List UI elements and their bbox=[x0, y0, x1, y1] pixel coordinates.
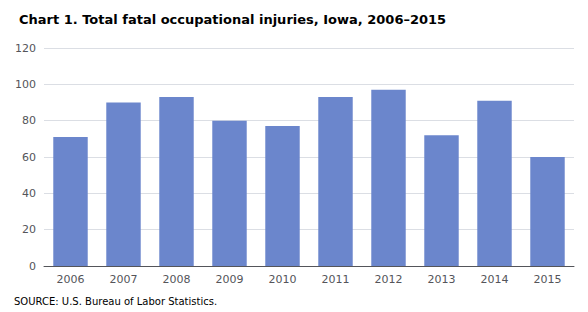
svg-text:0: 0 bbox=[29, 260, 36, 273]
svg-text:2014: 2014 bbox=[481, 273, 509, 286]
svg-text:2009: 2009 bbox=[216, 273, 244, 286]
svg-text:2011: 2011 bbox=[322, 273, 350, 286]
svg-text:40: 40 bbox=[22, 187, 36, 200]
svg-text:80: 80 bbox=[22, 114, 36, 127]
svg-text:100: 100 bbox=[15, 78, 36, 91]
svg-text:2010: 2010 bbox=[269, 273, 297, 286]
svg-text:2006: 2006 bbox=[57, 273, 85, 286]
svg-text:2007: 2007 bbox=[110, 273, 138, 286]
svg-text:60: 60 bbox=[22, 151, 36, 164]
svg-text:2013: 2013 bbox=[428, 273, 456, 286]
svg-text:20: 20 bbox=[22, 223, 36, 236]
svg-text:120: 120 bbox=[15, 42, 36, 55]
svg-text:2015: 2015 bbox=[534, 273, 562, 286]
svg-text:Chart 1. Total fatal occupatio: Chart 1. Total fatal occupational injuri… bbox=[19, 12, 446, 27]
svg-text:2012: 2012 bbox=[375, 273, 403, 286]
svg-text:2008: 2008 bbox=[163, 273, 191, 286]
svg-text:SOURCE: U.S. Bureau of Labor S: SOURCE: U.S. Bureau of Labor Statistics. bbox=[14, 296, 217, 307]
